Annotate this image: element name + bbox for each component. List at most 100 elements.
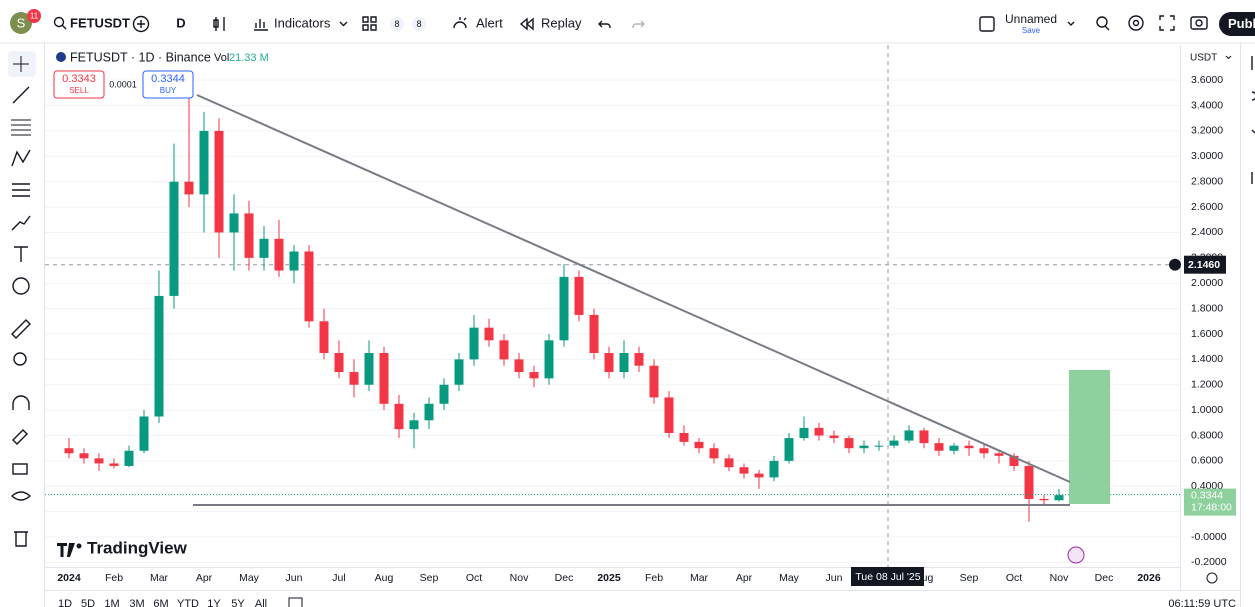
add-alert[interactable] <box>1169 258 1181 271</box>
alert-button[interactable]: Alert <box>476 15 503 30</box>
y-tick-label: 1.2000 <box>1191 379 1223 391</box>
y-tick-label: 2.8000 <box>1191 175 1223 187</box>
indicators-icon[interactable] <box>254 19 268 31</box>
measure-tool[interactable] <box>11 319 31 339</box>
fullscreen-icon[interactable] <box>1159 15 1175 31</box>
settings-icon[interactable] <box>1128 15 1144 31</box>
publish-button[interactable] <box>1219 12 1255 36</box>
watermark-logo <box>76 543 82 549</box>
candle-body <box>949 445 959 451</box>
candle-body <box>574 276 584 315</box>
right-toolbar-icons[interactable] <box>1251 56 1255 184</box>
indicators-button[interactable]: Indicators <box>274 15 331 30</box>
layout-status: Save <box>1022 26 1041 35</box>
badge-count: 11 <box>30 12 39 21</box>
icon-tool[interactable] <box>12 277 30 295</box>
crosshair-tool[interactable] <box>13 56 29 72</box>
candle-body <box>199 130 209 195</box>
candle-body <box>964 445 974 449</box>
magnet-tool[interactable] <box>12 395 30 410</box>
trendline-tool[interactable] <box>12 86 30 104</box>
range-button[interactable]: 1M <box>104 598 119 607</box>
last-price: 0.3344 <box>1191 489 1223 501</box>
x-tick-label: 2025 <box>597 572 621 584</box>
lock-tool[interactable] <box>12 463 28 475</box>
range-button[interactable]: 6M <box>153 598 168 607</box>
text-tool[interactable] <box>14 246 28 262</box>
undo[interactable] <box>598 20 611 28</box>
watermark: TradingView <box>87 538 188 557</box>
interval[interactable]: D <box>176 15 185 30</box>
range-button[interactable]: 1Y <box>207 598 221 607</box>
watermark-logo <box>57 543 75 557</box>
delete-tool[interactable] <box>14 531 28 547</box>
y-tick-label: 3.4000 <box>1191 99 1223 111</box>
search-icon <box>61 24 67 30</box>
snapshot-icon[interactable] <box>1190 16 1208 30</box>
alert-icon[interactable] <box>453 17 467 29</box>
candle-body <box>484 327 494 341</box>
drawing-mode[interactable] <box>12 429 28 445</box>
buy-price: 0.3344 <box>151 73 185 85</box>
chart-title: FETUSDT · 1D · Binance <box>70 50 211 64</box>
range-button[interactable]: 3M <box>129 598 144 607</box>
candle-body <box>679 432 689 442</box>
range-button[interactable]: 1D <box>58 598 72 607</box>
visibility-tool[interactable] <box>10 491 32 501</box>
redo[interactable] <box>632 20 645 28</box>
projection-tool[interactable] <box>12 183 30 197</box>
candle-body <box>1054 495 1064 501</box>
x-tick-label: Apr <box>736 572 753 584</box>
candle-body <box>124 450 134 466</box>
replay-button[interactable]: Replay <box>541 15 582 30</box>
quick-search[interactable] <box>1096 16 1108 28</box>
range-button[interactable]: All <box>255 598 267 607</box>
volume-label: Vol <box>214 52 229 64</box>
time-axis: 2024 Feb Mar Apr May Jun Jul Aug Sep Oct Nov Dec 202… <box>57 572 1161 584</box>
templates-icon[interactable] <box>362 16 377 31</box>
sell-label: SELL <box>69 86 89 95</box>
fib-tool[interactable] <box>11 119 31 136</box>
y-tick-label: 0.8000 <box>1191 429 1223 441</box>
badge <box>27 9 41 23</box>
x-tick-label: Mar <box>690 572 709 584</box>
x-tick-label: Feb <box>645 572 663 584</box>
compare-button[interactable] <box>132 15 150 33</box>
layout-name[interactable]: Unnamed <box>1005 12 1057 26</box>
search-icon[interactable] <box>53 16 65 28</box>
replay-icon[interactable] <box>519 17 534 31</box>
currency[interactable]: USDT <box>1190 53 1217 64</box>
date-range-icon[interactable] <box>288 597 303 607</box>
chevron[interactable] <box>1067 21 1075 26</box>
y-tick-label: 0.6000 <box>1191 455 1223 467</box>
axis-settings[interactable] <box>1206 572 1218 584</box>
pattern-tool[interactable] <box>11 149 31 167</box>
target-zone <box>1069 370 1110 504</box>
buy-button[interactable] <box>142 70 194 99</box>
candle-body <box>559 276 569 341</box>
range-button[interactable]: YTD <box>177 598 199 607</box>
event-marker[interactable] <box>1067 546 1085 564</box>
candle-body <box>304 251 314 322</box>
sell-button[interactable] <box>53 70 105 99</box>
symbol[interactable]: FETUSDT <box>70 15 130 30</box>
range-button[interactable]: 5Y <box>231 598 245 607</box>
chevron[interactable] <box>1225 55 1232 60</box>
avatar[interactable] <box>10 12 32 34</box>
candle-body <box>289 251 299 271</box>
candle-type-icon <box>213 19 219 28</box>
brush-tool[interactable] <box>11 215 31 231</box>
last-price-tag <box>1184 488 1236 516</box>
range-button[interactable]: 5D <box>81 598 95 607</box>
chevron[interactable] <box>339 21 348 27</box>
candle-body <box>439 384 449 404</box>
candle-body <box>784 438 794 461</box>
symbol-logo <box>56 52 66 62</box>
x-tick-label: Mar <box>150 572 169 584</box>
zoom-tool[interactable] <box>13 352 27 366</box>
candle-body <box>1009 455 1019 466</box>
candle-body <box>259 238 269 258</box>
candle-body <box>79 453 89 459</box>
layout-checkbox[interactable] <box>979 16 995 32</box>
x-tick-label: May <box>779 572 800 584</box>
